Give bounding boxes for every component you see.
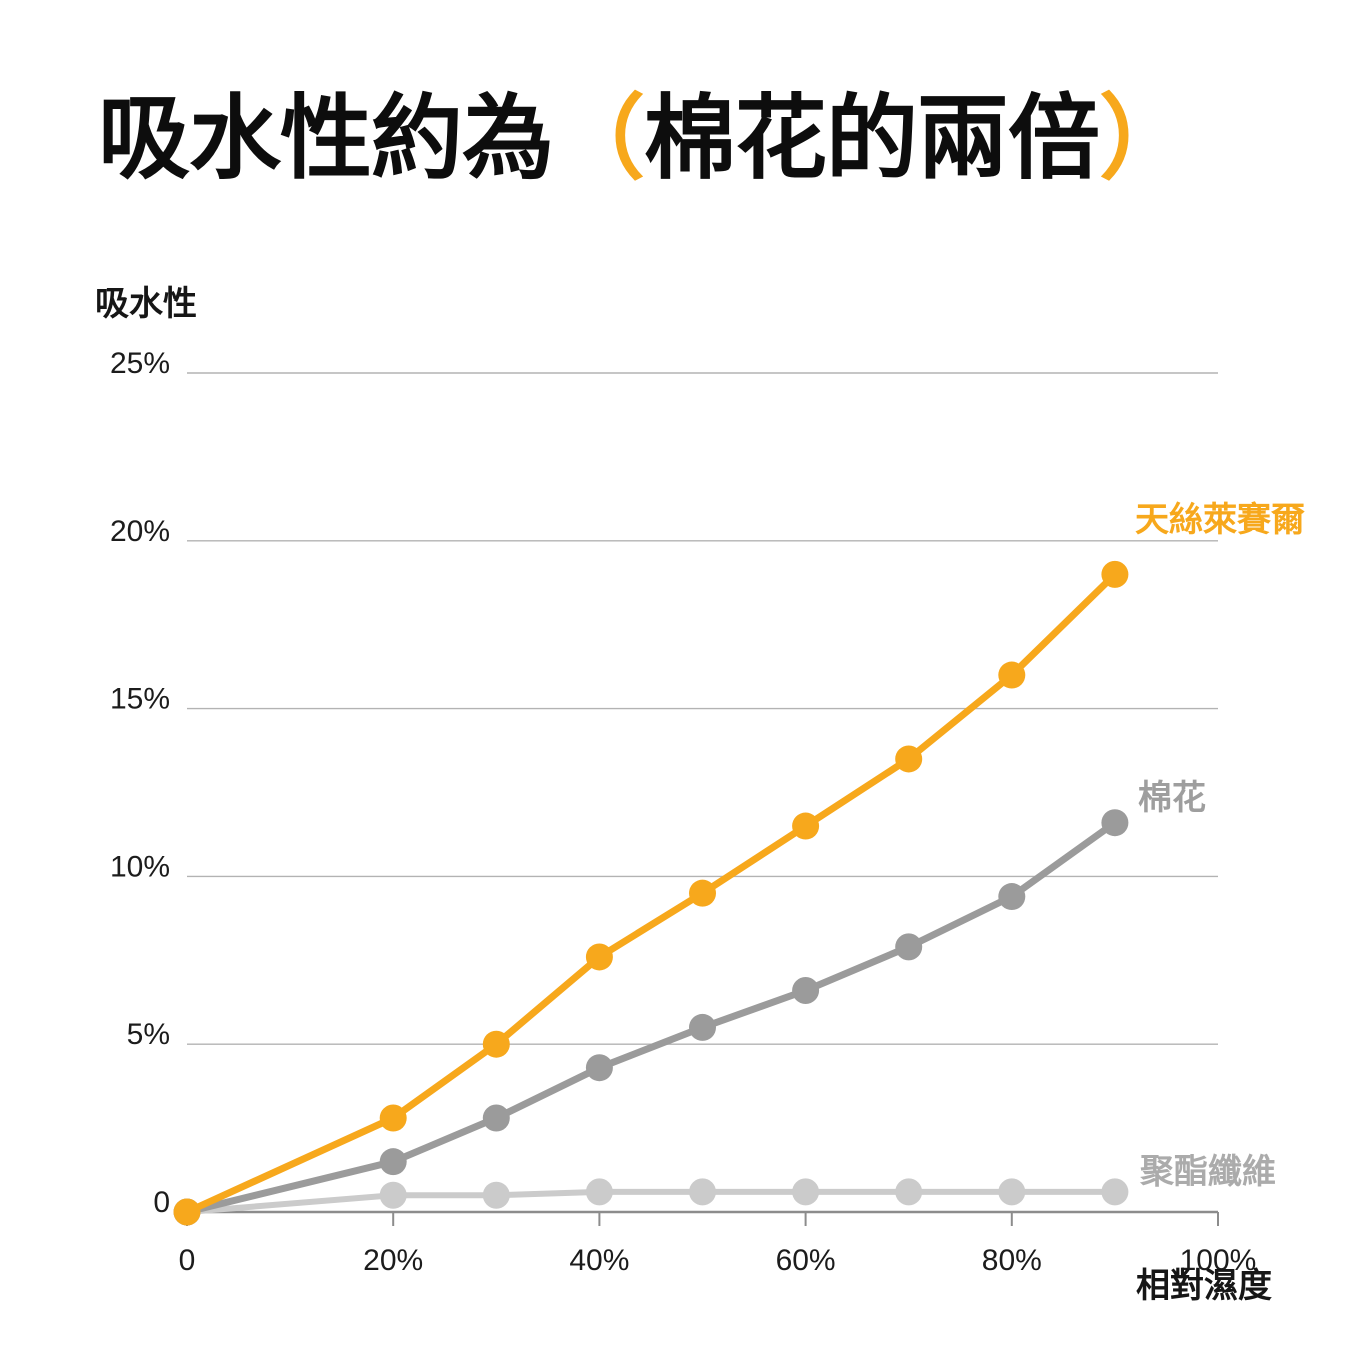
data-point-tencel-lyocell <box>792 812 820 840</box>
data-point-tencel-lyocell <box>173 1198 201 1226</box>
data-point-polyester <box>379 1181 407 1209</box>
data-point-polyester <box>585 1178 613 1206</box>
x-tick-label: 40% <box>569 1244 629 1277</box>
x-tick-label: 20% <box>363 1244 423 1277</box>
title-highlight: 棉花的兩倍 <box>644 88 1100 190</box>
series-line-polyester <box>184 1188 1118 1215</box>
y-tick-label: 25% <box>110 347 170 380</box>
data-point-polyester <box>998 1178 1026 1206</box>
y-tick-label: 0 <box>153 1186 170 1219</box>
x-axis-title: 相對濕度 <box>1136 1267 1272 1305</box>
title-close-paren: ） <box>1099 88 1191 190</box>
data-point-tencel-lyocell <box>895 745 923 773</box>
data-point-polyester <box>1101 1178 1129 1206</box>
x-tick-label: 60% <box>776 1244 836 1277</box>
y-tick-label: 15% <box>110 683 170 716</box>
data-point-tencel-lyocell <box>689 879 716 907</box>
page-title: 吸水性約為（棉花的兩倍） <box>98 84 1191 194</box>
title-open-paren: （ <box>553 88 645 190</box>
data-point-polyester <box>482 1181 510 1209</box>
data-point-cotton <box>379 1148 407 1176</box>
data-point-cotton <box>998 883 1026 911</box>
y-tick-label: 10% <box>110 850 170 883</box>
y-tick-label: 5% <box>127 1018 170 1051</box>
x-tick-label: 80% <box>982 1244 1042 1277</box>
data-point-cotton <box>482 1104 510 1132</box>
y-tick-label: 20% <box>110 515 170 548</box>
data-point-polyester <box>689 1178 716 1206</box>
data-point-cotton <box>1101 809 1129 837</box>
data-point-polyester <box>895 1178 923 1206</box>
data-point-tencel-lyocell <box>379 1104 407 1132</box>
data-point-cotton <box>895 933 923 961</box>
data-point-tencel-lyocell <box>482 1030 510 1058</box>
series-line-tencel-lyocell <box>183 570 1119 1216</box>
data-point-cotton <box>792 977 820 1005</box>
data-point-cotton <box>585 1054 613 1082</box>
x-tick-label: 100% <box>1180 1244 1257 1277</box>
title-text: 吸水性約為 <box>98 88 554 190</box>
data-point-polyester <box>792 1178 820 1206</box>
legend-label-tencel: 天絲萊賽爾 <box>1135 501 1305 539</box>
x-tick-label: 0 <box>179 1244 196 1277</box>
data-point-cotton <box>689 1013 716 1041</box>
series-line-cotton <box>183 819 1119 1216</box>
data-point-tencel-lyocell <box>1101 560 1129 588</box>
data-point-tencel-lyocell <box>998 661 1026 689</box>
legend-label-cotton: 棉花 <box>1138 779 1206 817</box>
y-axis-title: 吸水性 <box>95 285 197 323</box>
data-point-tencel-lyocell <box>585 943 613 971</box>
legend-label-polyester: 聚酯纖維 <box>1140 1153 1276 1191</box>
